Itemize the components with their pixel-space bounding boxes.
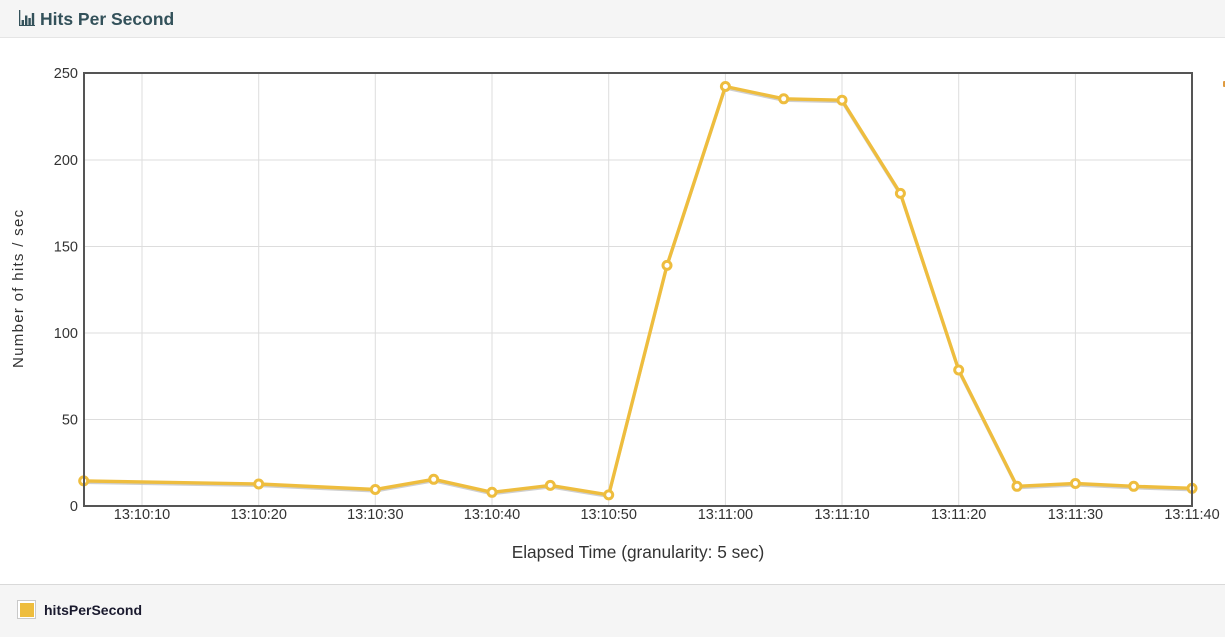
svg-text:50: 50 [62, 413, 78, 429]
svg-text:200: 200 [54, 153, 78, 169]
svg-text:0: 0 [70, 499, 78, 515]
svg-text:13:11:30: 13:11:30 [1048, 507, 1103, 523]
svg-text:13:10:30: 13:10:30 [347, 507, 403, 523]
svg-text:100: 100 [54, 326, 78, 342]
svg-text:13:11:10: 13:11:10 [814, 507, 869, 523]
svg-text:13:11:00: 13:11:00 [698, 507, 753, 523]
svg-text:250: 250 [54, 66, 78, 82]
svg-text:13:11:20: 13:11:20 [931, 507, 986, 523]
svg-text:13:10:20: 13:10:20 [230, 507, 286, 523]
svg-text:150: 150 [54, 240, 78, 256]
svg-text:13:10:50: 13:10:50 [580, 507, 636, 523]
svg-text:13:10:10: 13:10:10 [114, 507, 170, 523]
svg-text:13:11:40: 13:11:40 [1164, 507, 1219, 523]
svg-text:13:10:40: 13:10:40 [464, 507, 520, 523]
